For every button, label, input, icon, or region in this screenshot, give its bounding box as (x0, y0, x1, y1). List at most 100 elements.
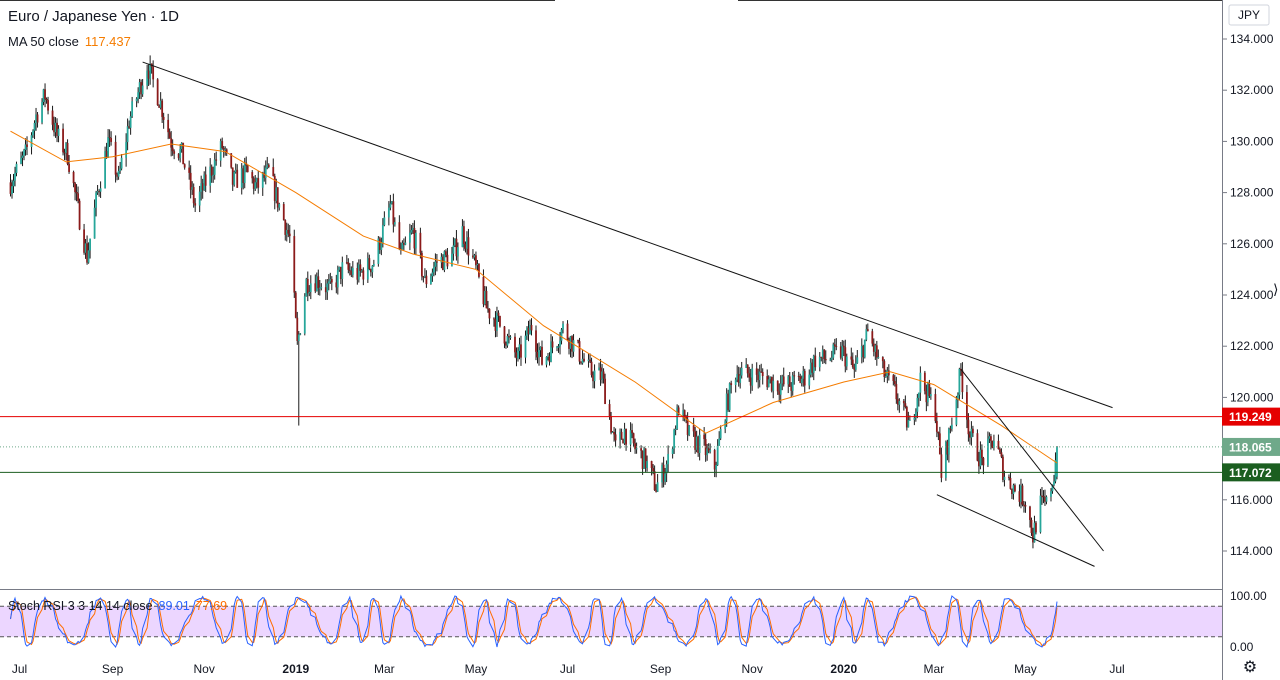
candle[interactable] (457, 242, 459, 264)
candle[interactable] (787, 375, 790, 394)
candle[interactable] (716, 439, 719, 466)
candle[interactable] (875, 340, 878, 366)
candle[interactable] (255, 177, 258, 189)
candle[interactable] (335, 274, 338, 294)
candle[interactable] (950, 417, 953, 432)
candle[interactable] (577, 339, 579, 344)
candle[interactable] (866, 323, 869, 332)
candle[interactable] (285, 222, 288, 242)
candle[interactable] (401, 240, 404, 250)
candle[interactable] (829, 357, 832, 362)
candle[interactable] (284, 219, 287, 241)
candle[interactable] (261, 171, 264, 196)
candle[interactable] (484, 286, 486, 306)
candle[interactable] (515, 347, 518, 367)
candle[interactable] (20, 151, 22, 165)
candle[interactable] (138, 78, 141, 99)
candle[interactable] (590, 357, 593, 378)
candle[interactable] (189, 165, 192, 199)
candle[interactable] (108, 129, 111, 147)
candle[interactable] (695, 430, 698, 453)
candle[interactable] (913, 414, 916, 426)
candle[interactable] (120, 154, 123, 171)
candle[interactable] (455, 230, 458, 261)
candle[interactable] (991, 440, 994, 449)
candle[interactable] (1050, 488, 1052, 502)
symbol-title[interactable]: Euro / Japanese Yen · 1D (8, 8, 179, 25)
candle[interactable] (107, 129, 110, 159)
candle[interactable] (204, 166, 207, 193)
candle[interactable] (993, 434, 995, 451)
candle[interactable] (272, 158, 275, 177)
candle[interactable] (791, 372, 794, 396)
candle[interactable] (987, 431, 989, 468)
candle[interactable] (811, 359, 814, 378)
candle[interactable] (264, 160, 267, 185)
candle[interactable] (383, 211, 386, 227)
candle[interactable] (33, 120, 36, 140)
candle[interactable] (640, 445, 642, 459)
candle[interactable] (156, 78, 159, 106)
candle[interactable] (1042, 490, 1045, 504)
candle[interactable] (758, 364, 761, 388)
candle[interactable] (96, 185, 99, 195)
candle[interactable] (851, 352, 854, 369)
candle[interactable] (856, 350, 859, 364)
candle[interactable] (1029, 505, 1031, 528)
candle[interactable] (697, 435, 700, 457)
candle[interactable] (956, 392, 959, 409)
candle[interactable] (583, 353, 585, 363)
wedge-lower-trendline[interactable] (936, 494, 1095, 567)
candle[interactable] (821, 345, 824, 364)
candle[interactable] (104, 146, 106, 189)
candle[interactable] (797, 371, 800, 382)
candle[interactable] (520, 335, 522, 366)
candle[interactable] (45, 97, 48, 104)
candle[interactable] (790, 382, 793, 398)
candle[interactable] (402, 238, 405, 251)
candle[interactable] (999, 447, 1001, 454)
candle[interactable] (766, 369, 769, 390)
candle[interactable] (682, 403, 685, 422)
candle[interactable] (146, 64, 149, 90)
candle[interactable] (62, 123, 64, 156)
candle[interactable] (674, 425, 677, 436)
candle[interactable] (66, 139, 69, 166)
candle[interactable] (757, 368, 760, 389)
candle[interactable] (958, 367, 961, 401)
candle[interactable] (168, 128, 171, 139)
candle[interactable] (524, 330, 527, 364)
candle[interactable] (32, 129, 34, 138)
candle[interactable] (793, 370, 796, 385)
candle[interactable] (698, 428, 701, 461)
candle[interactable] (315, 272, 318, 292)
candle[interactable] (147, 63, 150, 87)
candle[interactable] (53, 116, 55, 137)
candle[interactable] (706, 443, 709, 461)
candle[interactable] (904, 395, 907, 409)
candle[interactable] (850, 347, 853, 366)
candle[interactable] (602, 368, 605, 384)
candle[interactable] (99, 181, 102, 198)
candle[interactable] (988, 432, 991, 444)
candle[interactable] (303, 293, 306, 336)
candle[interactable] (955, 395, 958, 427)
candle[interactable] (72, 170, 75, 188)
candle[interactable] (551, 336, 554, 354)
candle[interactable] (26, 136, 28, 156)
candle[interactable] (736, 365, 739, 383)
candle[interactable] (478, 263, 480, 279)
candle[interactable] (224, 146, 227, 156)
candle[interactable] (476, 259, 479, 271)
candle[interactable] (902, 398, 905, 411)
candle[interactable] (892, 374, 895, 386)
candle[interactable] (326, 279, 329, 300)
candle[interactable] (257, 171, 260, 194)
candle[interactable] (275, 178, 278, 204)
candle[interactable] (191, 181, 194, 195)
candle[interactable] (877, 349, 880, 359)
candle[interactable] (105, 142, 108, 159)
candle[interactable] (282, 201, 285, 221)
candle[interactable] (976, 429, 979, 462)
candle[interactable] (749, 368, 752, 394)
